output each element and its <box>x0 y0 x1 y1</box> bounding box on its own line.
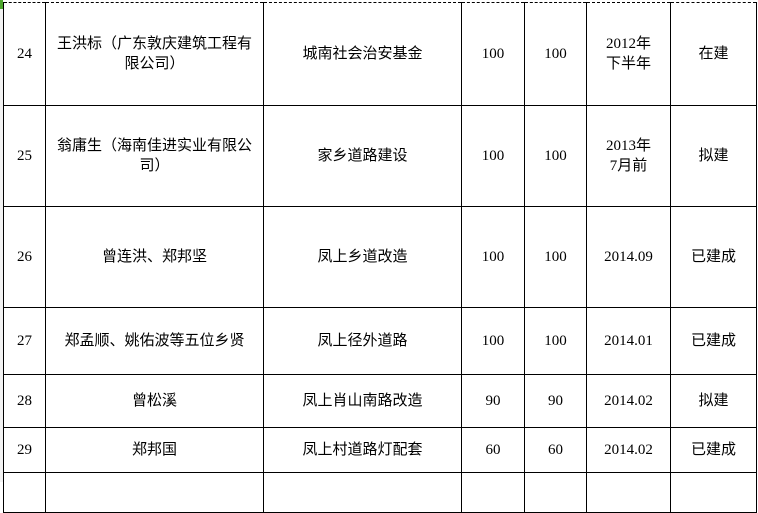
cell-project[interactable]: 凤上径外道路 <box>263 307 462 375</box>
cell-donor[interactable]: 郑孟顺、姚佑波等五位乡贤 <box>45 307 264 375</box>
cell-donor[interactable]: 曾松溪 <box>45 374 264 428</box>
table-row-partial <box>3 472 757 513</box>
cell-donor[interactable]: 王洪标（广东敦庆建筑工程有限公司） <box>45 2 264 106</box>
cell-status[interactable]: 拟建 <box>670 374 757 428</box>
cell-project[interactable]: 凤上肖山南路改造 <box>263 374 462 428</box>
cell-row-number[interactable]: 28 <box>3 374 46 428</box>
cell-amount-paid[interactable]: 90 <box>524 374 587 428</box>
cell-date[interactable]: 2014.01 <box>586 307 671 375</box>
cell-status[interactable]: 在建 <box>670 2 757 106</box>
cell-date[interactable]: 2014.02 <box>586 374 671 428</box>
cell-donor[interactable]: 曾连洪、郑邦坚 <box>45 206 264 308</box>
cell-empty[interactable] <box>670 472 757 513</box>
cell-donor[interactable]: 郑邦国 <box>45 427 264 473</box>
cell-empty[interactable] <box>45 472 264 513</box>
cell-date[interactable]: 2012年 下半年 <box>586 2 671 106</box>
cell-project[interactable]: 城南社会治安基金 <box>263 2 462 106</box>
donations-table: 24 王洪标（广东敦庆建筑工程有限公司） 城南社会治安基金 100 100 20… <box>3 2 757 513</box>
cell-date[interactable]: 2014.02 <box>586 427 671 473</box>
cell-donor[interactable]: 翁庸生（海南佳进实业有限公司） <box>45 105 264 207</box>
table-row: 26 曾连洪、郑邦坚 凤上乡道改造 100 100 2014.09 已建成 <box>3 206 757 308</box>
cell-amount-paid[interactable]: 60 <box>524 427 587 473</box>
table-row: 27 郑孟顺、姚佑波等五位乡贤 凤上径外道路 100 100 2014.01 已… <box>3 307 757 375</box>
cell-row-number[interactable]: 24 <box>3 2 46 106</box>
cell-amount-pledged[interactable]: 60 <box>461 427 525 473</box>
cell-amount-paid[interactable]: 100 <box>524 307 587 375</box>
cell-date[interactable]: 2014.09 <box>586 206 671 308</box>
cell-project[interactable]: 家乡道路建设 <box>263 105 462 207</box>
page-break-marker-icon <box>0 0 3 9</box>
cell-empty[interactable] <box>586 472 671 513</box>
cell-amount-pledged[interactable]: 100 <box>461 2 525 106</box>
cell-status[interactable]: 已建成 <box>670 427 757 473</box>
cell-amount-paid[interactable]: 100 <box>524 105 587 207</box>
table-row: 25 翁庸生（海南佳进实业有限公司） 家乡道路建设 100 100 2013年 … <box>3 105 757 207</box>
cell-amount-pledged[interactable]: 90 <box>461 374 525 428</box>
table-row: 29 郑邦国 凤上村道路灯配套 60 60 2014.02 已建成 <box>3 427 757 473</box>
cell-row-number[interactable]: 26 <box>3 206 46 308</box>
cell-empty[interactable] <box>524 472 587 513</box>
cell-row-number[interactable]: 27 <box>3 307 46 375</box>
cell-status[interactable]: 已建成 <box>670 206 757 308</box>
table-row: 28 曾松溪 凤上肖山南路改造 90 90 2014.02 拟建 <box>3 374 757 428</box>
cell-amount-paid[interactable]: 100 <box>524 206 587 308</box>
cell-date[interactable]: 2013年 7月前 <box>586 105 671 207</box>
table-row: 24 王洪标（广东敦庆建筑工程有限公司） 城南社会治安基金 100 100 20… <box>3 2 757 106</box>
cell-empty[interactable] <box>263 472 462 513</box>
cell-project[interactable]: 凤上村道路灯配套 <box>263 427 462 473</box>
sheet-left-margin <box>0 0 3 482</box>
cell-amount-pledged[interactable]: 100 <box>461 206 525 308</box>
cell-amount-paid[interactable]: 100 <box>524 2 587 106</box>
cell-status[interactable]: 拟建 <box>670 105 757 207</box>
cell-amount-pledged[interactable]: 100 <box>461 307 525 375</box>
cell-row-number[interactable]: 29 <box>3 427 46 473</box>
cell-row-number[interactable]: 25 <box>3 105 46 207</box>
cell-amount-pledged[interactable]: 100 <box>461 105 525 207</box>
cell-empty[interactable] <box>3 472 46 513</box>
cell-empty[interactable] <box>461 472 525 513</box>
cell-project[interactable]: 凤上乡道改造 <box>263 206 462 308</box>
cell-status[interactable]: 已建成 <box>670 307 757 375</box>
